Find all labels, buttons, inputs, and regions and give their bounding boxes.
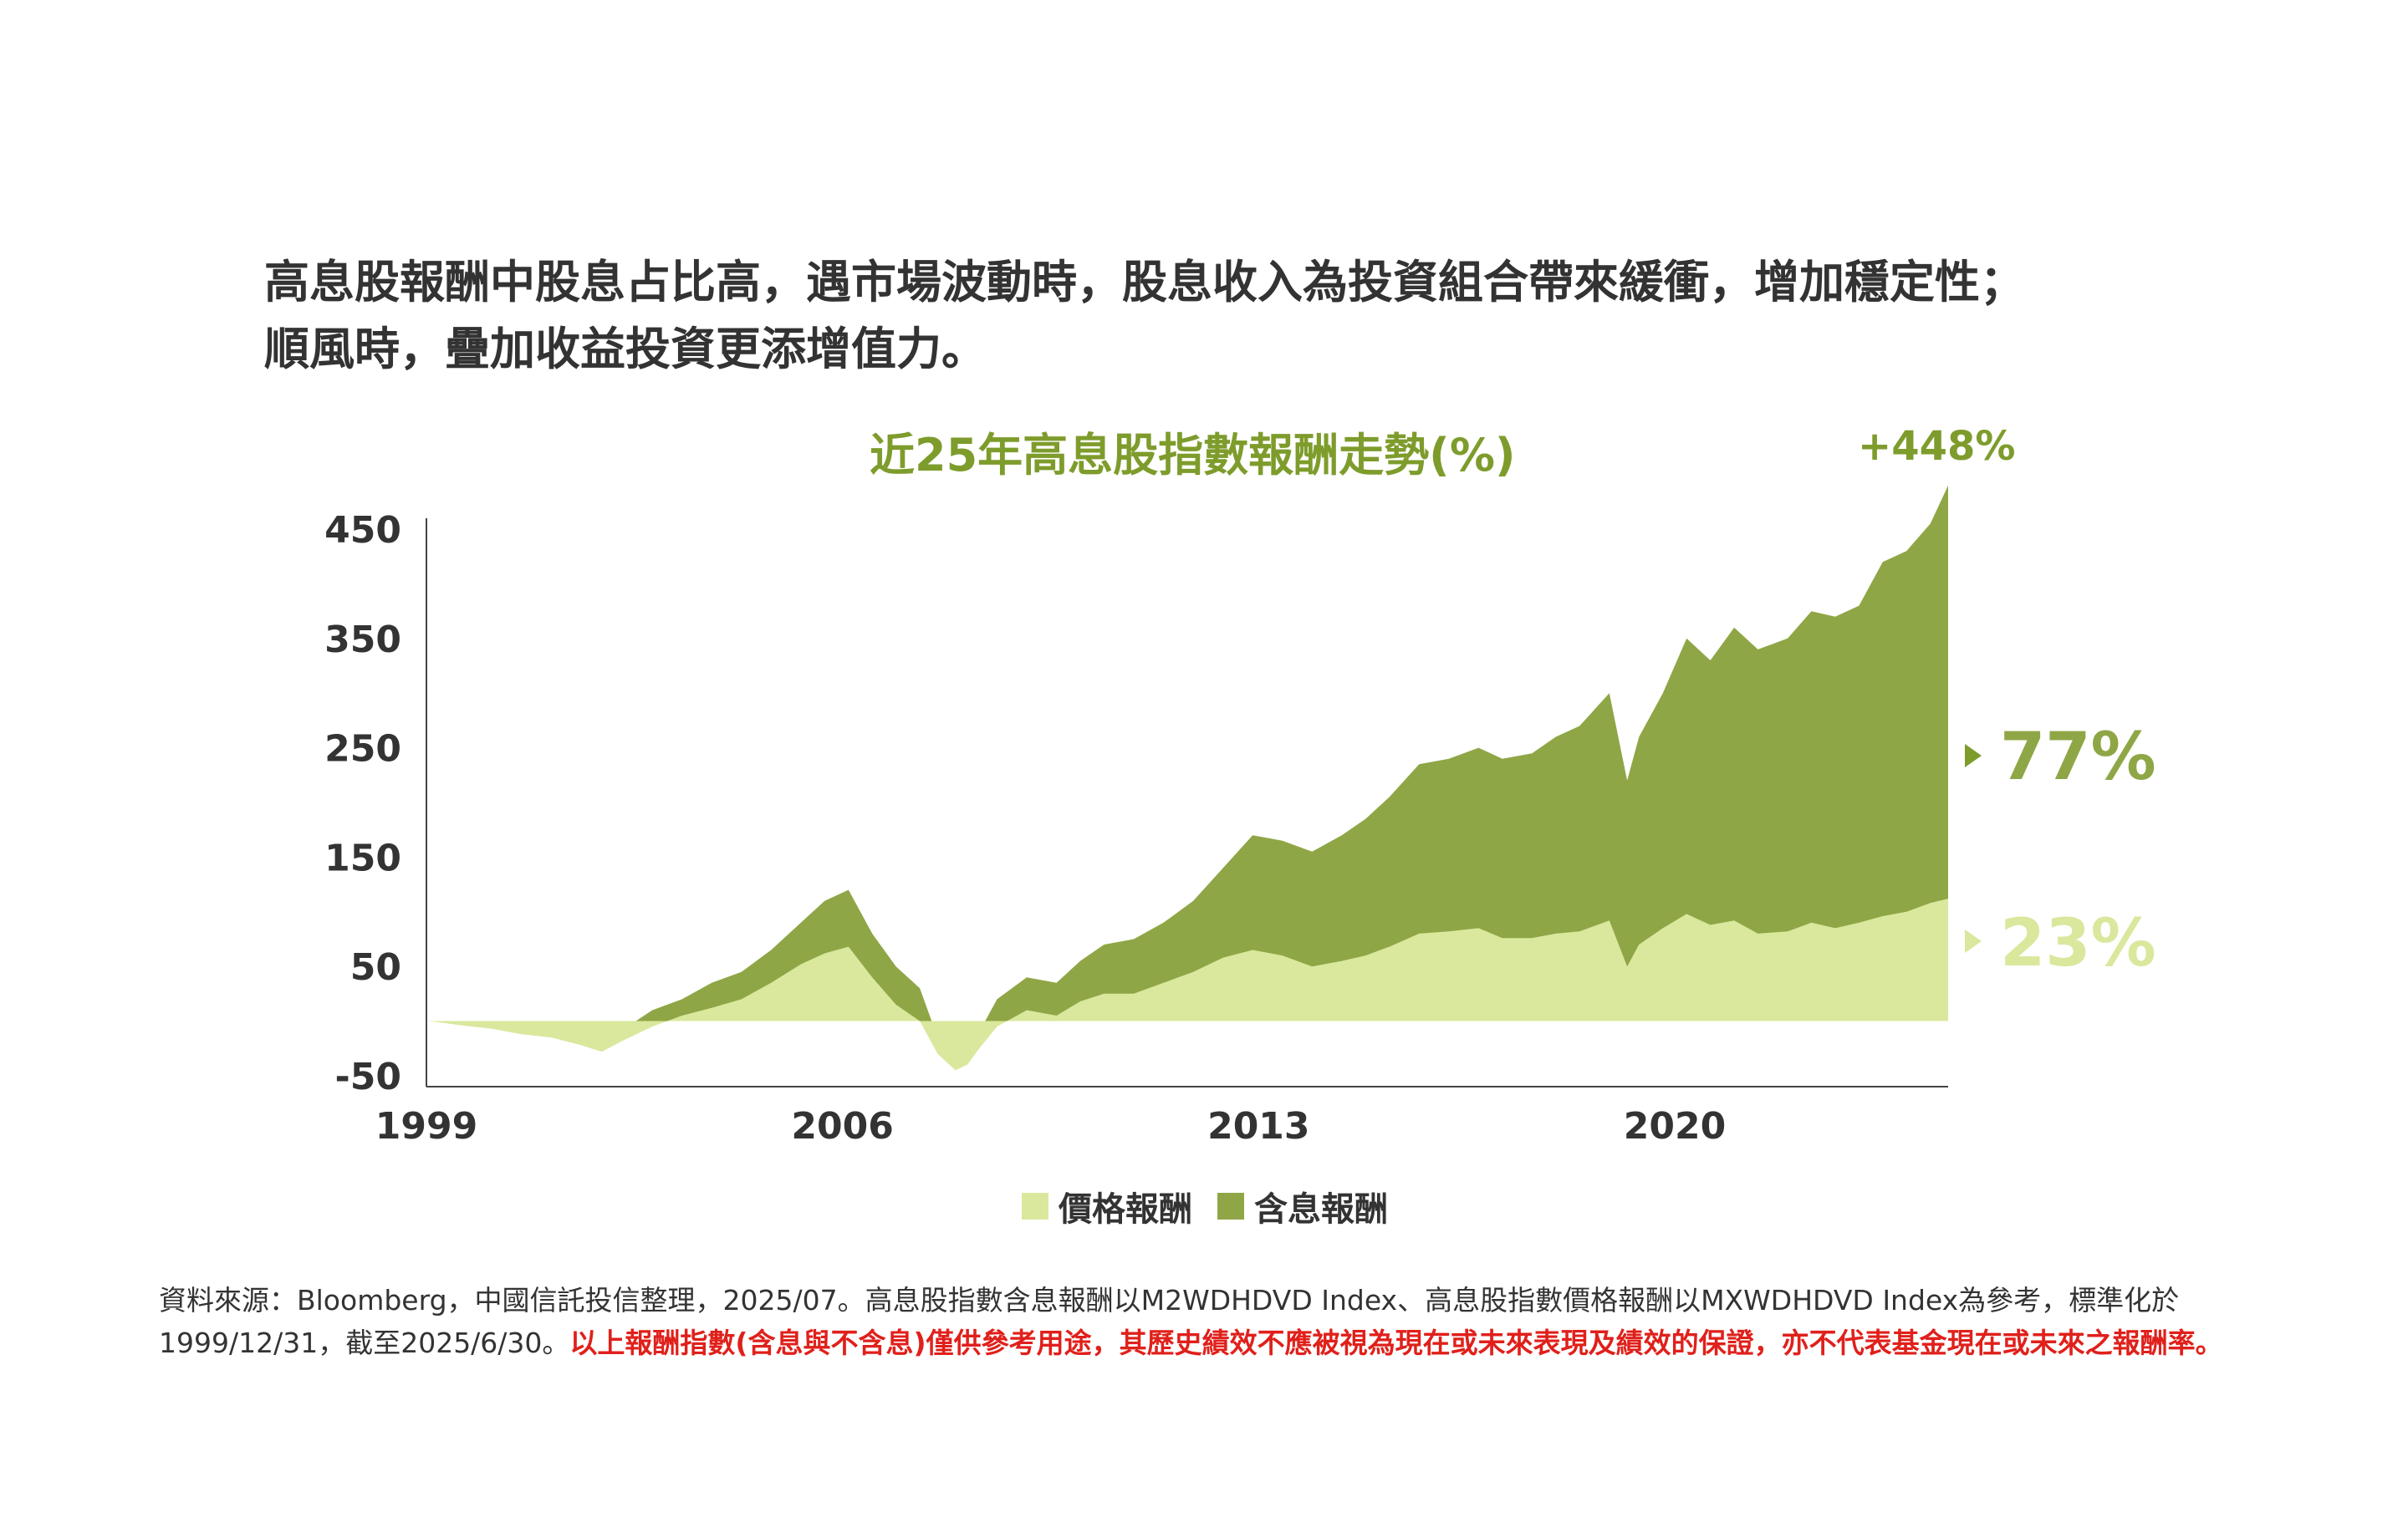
y-tick-label: 50 (350, 946, 401, 989)
headline-line-1: 高息股報酬中股息占比高，遇市場波動時，股息收入為投資組合帶來緩衝，增加穩定性； (264, 256, 2025, 308)
y-tick-label: -50 (335, 1056, 402, 1098)
headline-line-2: 順風時，疊加收益投資更添增值力。 (264, 323, 987, 375)
price-share-label: 23% (2000, 906, 2156, 981)
legend-swatch-price (1022, 1193, 1048, 1220)
x-tick-label: 2006 (791, 1105, 893, 1148)
disclaimer-text: 以上報酬指數(含息與不含息)僅供參考用途，其歷史績效不應被視為現在或未來表現及績… (569, 1327, 2223, 1359)
y-tick-labels: 450 350 250 150 50 -50 (324, 509, 401, 1098)
x-tick-label: 2020 (1624, 1105, 1726, 1148)
dividend-share-marker (1965, 744, 1982, 767)
legend-label-price: 價格報酬 (1059, 1190, 1192, 1229)
chart-title: 近25年高息股指數報酬走勢(%) (870, 429, 1516, 481)
source-text: 資料來源：Bloomberg，中國信託投信整理，2025/07。高息股指數含息報… (159, 1284, 2180, 1359)
dividend-share-label: 77% (2000, 720, 2156, 795)
legend-item-dividend: 含息報酬 (1217, 1182, 1388, 1230)
area-price-return (429, 899, 1948, 1071)
area-dividend-return (429, 485, 1948, 1060)
x-tick-label: 1999 (375, 1105, 477, 1148)
total-return-label: +448% (1858, 423, 2016, 470)
share-callouts: 77% 23% (1965, 720, 2156, 981)
x-tick-labels: 1999 2006 2013 2020 (375, 1105, 1726, 1148)
price-share-marker (1965, 930, 1982, 953)
y-tick-label: 450 (324, 509, 401, 552)
plot-areas (429, 485, 1948, 1071)
y-tick-label: 250 (324, 728, 401, 771)
x-tick-label: 2013 (1207, 1105, 1309, 1148)
legend-label-dividend: 含息報酬 (1254, 1190, 1388, 1229)
legend-item-price: 價格報酬 (1022, 1182, 1192, 1230)
chart-legend: 價格報酬 含息報酬 (1022, 1182, 1388, 1230)
source-note: 資料來源：Bloomberg，中國信託投信整理，2025/07。高息股指數含息報… (159, 1279, 2283, 1364)
legend-swatch-dividend (1217, 1193, 1244, 1220)
y-tick-label: 350 (324, 619, 401, 661)
y-tick-label: 150 (324, 837, 401, 879)
headline: 高息股報酬中股息占比高，遇市場波動時，股息收入為投資組合帶來緩衝，增加穩定性； … (264, 249, 2187, 383)
